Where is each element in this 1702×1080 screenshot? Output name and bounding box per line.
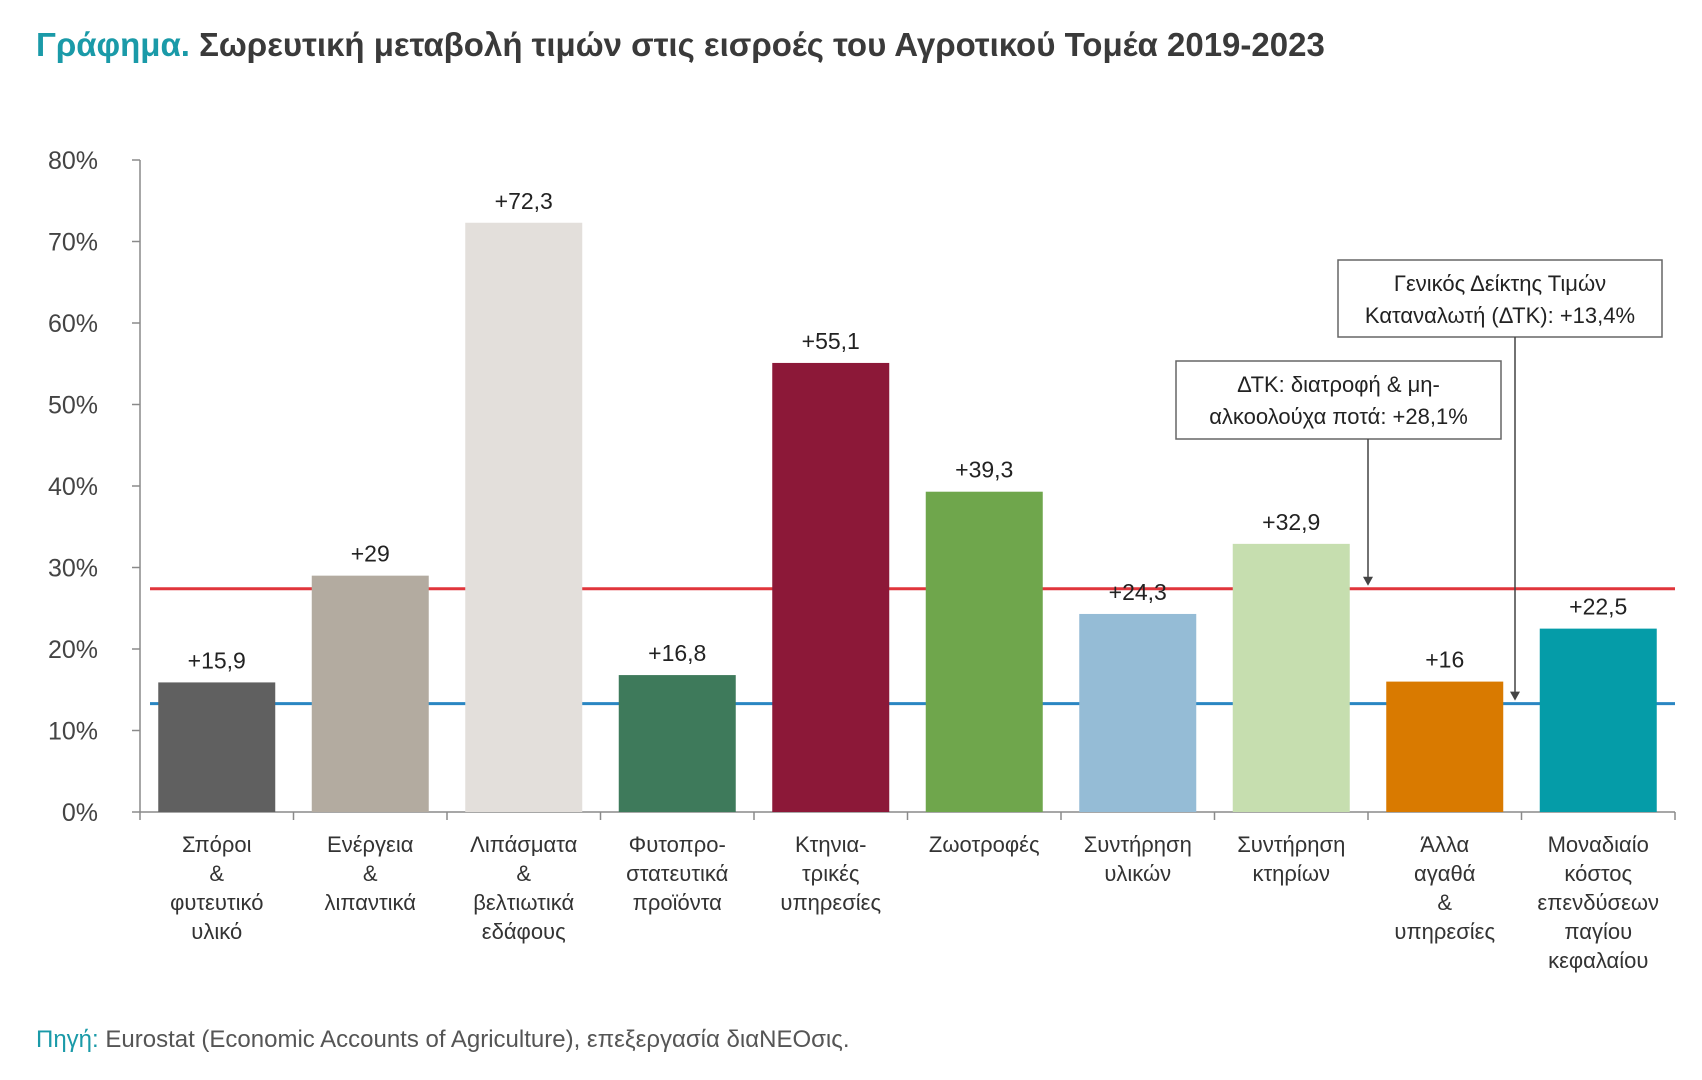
- data-label: +16: [1425, 647, 1464, 673]
- bar: [465, 222, 583, 812]
- category-label: εδάφους: [482, 919, 566, 944]
- category-label: &: [363, 861, 378, 886]
- y-tick-label: 80%: [48, 147, 98, 175]
- y-tick-label: 20%: [48, 636, 98, 664]
- category-label: κτηρίων: [1252, 861, 1330, 886]
- bar: [925, 491, 1043, 812]
- bar: [1079, 613, 1197, 812]
- category-label: Φυτοπρο-: [629, 832, 726, 857]
- callout-text: Γενικός Δείκτης Τιμών: [1394, 271, 1606, 296]
- category-label: στατευτικά: [626, 861, 729, 886]
- category-label: κόστος: [1564, 861, 1632, 886]
- y-tick-label: 50%: [48, 392, 98, 420]
- chart-title: Γράφημα. Σωρευτική μεταβολή τιμών στις ε…: [36, 26, 1325, 64]
- chart-axes: 0% 10% 20% 30% 40% 50% 60% 70% 80%: [48, 147, 1676, 827]
- source-lead: Πηγή:: [36, 1026, 99, 1053]
- reference-callouts: ΔΤΚ: διατροφή & μη-αλκοολούχα ποτά: +28,…: [1175, 259, 1663, 701]
- y-tick-label: 40%: [48, 473, 98, 501]
- category-label: βελτιωτικά: [473, 890, 574, 915]
- data-label: +39,3: [955, 457, 1013, 483]
- chart-title-lead: Γράφημα.: [36, 26, 190, 63]
- category-label: Μοναδιαίο: [1548, 832, 1649, 857]
- category-label: &: [516, 861, 531, 886]
- chart-title-text: Σωρευτική μεταβολή τιμών στις εισροές το…: [199, 26, 1325, 63]
- bar: [158, 682, 276, 812]
- data-label: +72,3: [495, 188, 553, 214]
- bar-chart: 0% 10% 20% 30% 40% 50% 60% 70% 80% +15,9 +29 +72,3…: [48, 147, 1676, 973]
- data-label: +29: [351, 541, 390, 567]
- bar: [618, 675, 736, 812]
- data-label: +22,5: [1569, 594, 1627, 620]
- category-label: Ζωοτροφές: [929, 832, 1040, 857]
- category-label: Συντήρηση: [1084, 832, 1192, 857]
- bar: [1232, 543, 1350, 812]
- callout-text: αλκοολούχα ποτά: +28,1%: [1209, 404, 1468, 429]
- category-label: υπηρεσίες: [780, 890, 881, 915]
- category-label: Κτηνια-: [795, 832, 867, 857]
- callout-box: [1175, 360, 1502, 440]
- category-label: Συντήρηση: [1237, 832, 1345, 857]
- data-label: +15,9: [188, 647, 246, 673]
- category-label: αγαθά: [1414, 861, 1476, 886]
- category-label: Λιπάσματα: [470, 832, 578, 857]
- bar: [311, 575, 429, 812]
- category-label: τρικές: [802, 861, 860, 886]
- category-label: λιπαντικά: [324, 890, 416, 915]
- category-label: επενδύσεων: [1537, 890, 1659, 915]
- category-label: Άλλα: [1420, 832, 1469, 857]
- category-label: &: [1437, 890, 1452, 915]
- y-tick-label: 0%: [62, 799, 98, 827]
- bar: [772, 362, 890, 812]
- source-text: Eurostat (Economic Accounts of Agricultu…: [105, 1026, 850, 1053]
- bar: [1386, 681, 1504, 812]
- callout-arrow-head: [1510, 691, 1520, 701]
- callout-arrow-head: [1363, 576, 1373, 586]
- category-label: παγίου: [1564, 919, 1632, 944]
- callout-text: Καταναλωτή (ΔΤΚ): +13,4%: [1365, 303, 1635, 328]
- data-label: +16,8: [648, 640, 706, 666]
- bars: [158, 222, 1657, 812]
- general-cpi-callout: Γενικός Δείκτης Τιμών Καταναλωτή (ΔΤΚ): +…: [1337, 259, 1663, 701]
- category-label: υπηρεσίες: [1394, 919, 1495, 944]
- data-labels: +15,9 +29 +72,3 +16,8 +55,1 +39,3 +24,3 +32,9 +1…: [188, 188, 1628, 674]
- category-label: Ενέργεια: [327, 832, 414, 857]
- y-tick-label: 60%: [48, 310, 98, 338]
- data-label: +32,9: [1262, 509, 1320, 535]
- y-tick-label: 70%: [48, 229, 98, 257]
- category-label: κεφαλαίου: [1548, 948, 1648, 973]
- category-label: Σπόροι: [182, 832, 252, 857]
- category-label: φυτευτικό: [170, 890, 263, 915]
- food-cpi-callout: ΔΤΚ: διατροφή & μη-αλκοολούχα ποτά: +28,…: [1175, 360, 1502, 586]
- callout-box: [1337, 259, 1663, 338]
- callout-text: ΔΤΚ: διατροφή & μη-: [1237, 372, 1440, 397]
- y-tick-label: 30%: [48, 555, 98, 583]
- category-label: υλικών: [1104, 861, 1171, 886]
- category-label: &: [209, 861, 224, 886]
- data-label: +24,3: [1109, 579, 1167, 605]
- y-tick-label: 10%: [48, 718, 98, 746]
- source-note: Πηγή: Eurostat (Economic Accounts of Agr…: [36, 1026, 850, 1054]
- category-labels: Σπόροι & φυτευτικό υλικό Ενέργεια & λιπαντικά Λ…: [170, 832, 1659, 973]
- data-label: +55,1: [802, 328, 860, 354]
- bar: [1539, 628, 1657, 812]
- category-label: προϊόντα: [633, 890, 722, 915]
- category-label: υλικό: [191, 919, 242, 944]
